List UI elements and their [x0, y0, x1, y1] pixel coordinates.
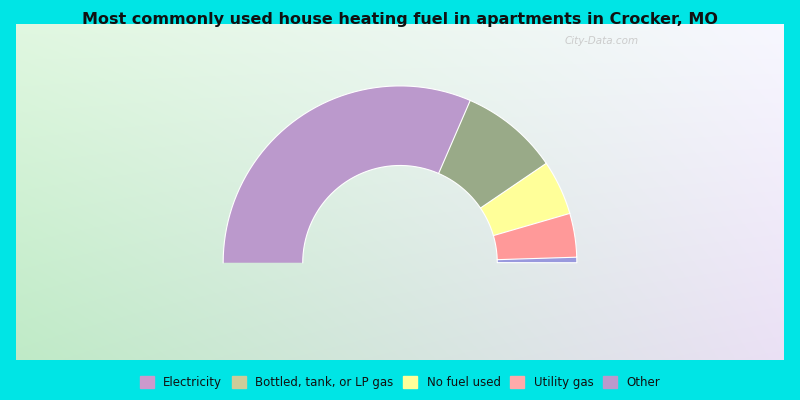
Text: Most commonly used house heating fuel in apartments in Crocker, MO: Most commonly used house heating fuel in…: [82, 12, 718, 27]
Polygon shape: [481, 163, 570, 236]
Polygon shape: [223, 86, 470, 263]
Text: City-Data.com: City-Data.com: [565, 36, 638, 46]
Polygon shape: [438, 100, 546, 208]
Polygon shape: [498, 257, 577, 263]
Polygon shape: [494, 213, 577, 260]
Legend: Electricity, Bottled, tank, or LP gas, No fuel used, Utility gas, Other: Electricity, Bottled, tank, or LP gas, N…: [136, 372, 664, 392]
